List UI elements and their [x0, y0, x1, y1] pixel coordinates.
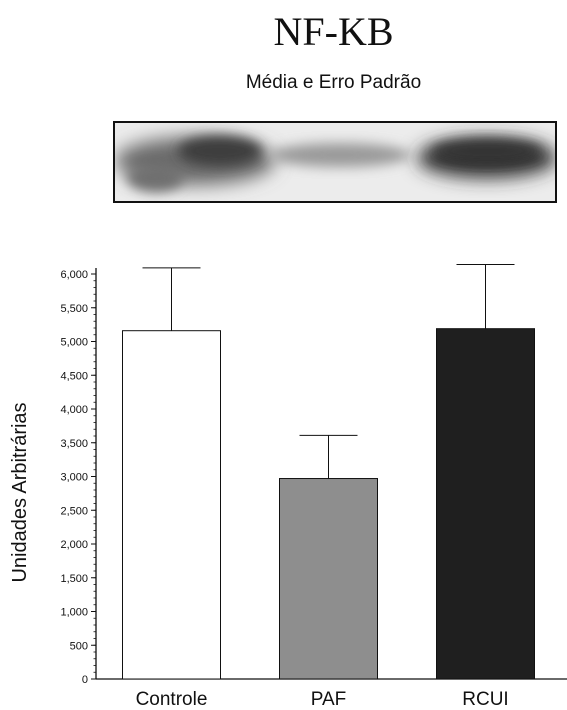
x-category-label: Controle	[136, 689, 208, 710]
y-tick-label: 1,000	[60, 607, 88, 619]
y-tick-label: 4,500	[60, 370, 88, 382]
y-tick-label: 4,000	[60, 404, 88, 416]
bar-controle	[122, 330, 221, 680]
plot-area: 0 500 1,000 1,500 2,000 2,500 3,000 3,500 4,000 4…	[9, 264, 567, 710]
y-tick-label: 2,500	[60, 505, 88, 517]
y-tick-label: 6,000	[60, 269, 88, 281]
y-tick-label: 5,000	[60, 337, 88, 349]
y-tick-label: 2,000	[60, 539, 88, 551]
y-tick-label: 5,500	[60, 303, 88, 315]
chart-subtitle: Média e Erro Padrão	[245, 72, 422, 93]
chart-title: NF-KB	[273, 9, 394, 54]
blot-bands	[115, 123, 555, 201]
y-axis-label: Unidades Arbitrárias	[9, 402, 31, 582]
y-tick-label: 500	[70, 640, 88, 652]
y-tick-label: 1,500	[60, 573, 88, 585]
y-tick-label: 3,000	[60, 472, 88, 484]
y-tick-label: 0	[82, 674, 88, 686]
western-blot-image	[113, 121, 557, 203]
x-category-label: PAF	[311, 689, 347, 710]
x-category-label: RCUI	[462, 689, 508, 710]
bar-rcui	[436, 328, 535, 680]
y-tick-label: 3,500	[60, 438, 88, 450]
bar-paf	[279, 478, 378, 680]
